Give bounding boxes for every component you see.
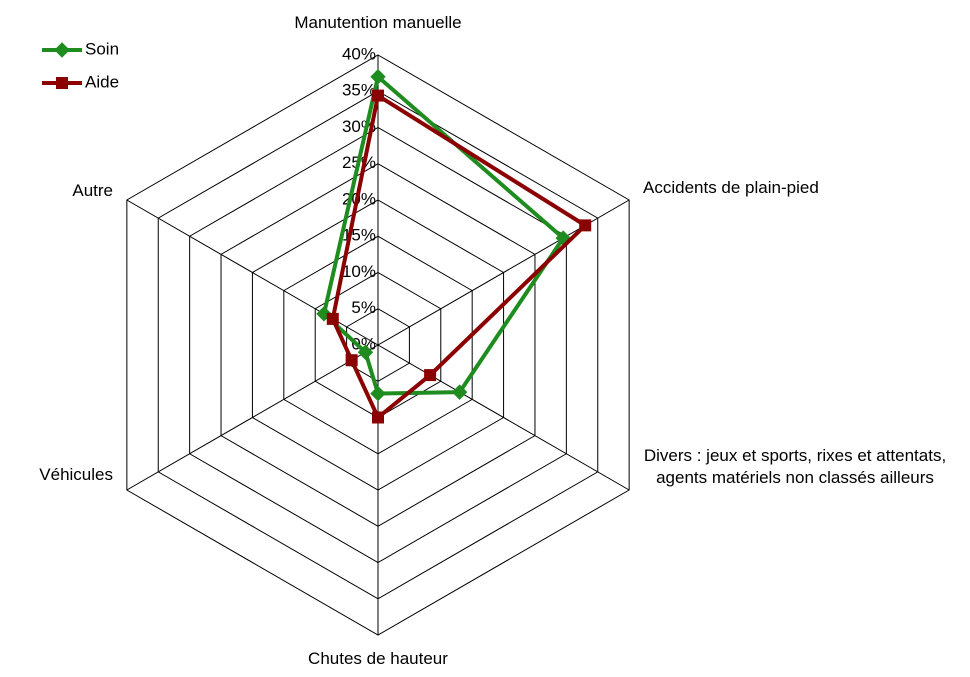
r-tick-label: 0% xyxy=(351,334,376,353)
data-point xyxy=(345,354,358,367)
category-label: Divers : jeux et sports, rixes et attent… xyxy=(643,446,947,487)
data-point xyxy=(579,219,592,232)
r-tick-label: 5% xyxy=(351,298,376,317)
spoke xyxy=(126,344,379,491)
data-point xyxy=(370,69,386,85)
data-point xyxy=(370,385,386,402)
category-label: Véhicules xyxy=(39,465,113,484)
data-point xyxy=(372,411,384,424)
category-label: Chutes de hauteur xyxy=(308,649,448,668)
r-tick-label: 10% xyxy=(342,262,376,281)
r-tick-label: 40% xyxy=(342,44,376,63)
category-label: Manutention manuelle xyxy=(294,13,462,32)
legend-label: Aide xyxy=(85,72,119,91)
legend-marker xyxy=(56,77,68,89)
category-label: Accidents de plain-pied xyxy=(643,178,819,197)
data-point xyxy=(424,369,437,382)
legend-label: Soin xyxy=(85,39,119,58)
data-point xyxy=(372,89,384,102)
r-tick-label: 35% xyxy=(342,81,376,100)
category-label: Autre xyxy=(72,181,113,200)
spoke xyxy=(377,344,630,491)
legend-marker xyxy=(54,42,70,58)
data-point xyxy=(451,384,468,400)
data-point xyxy=(357,344,374,360)
data-point xyxy=(326,312,339,325)
